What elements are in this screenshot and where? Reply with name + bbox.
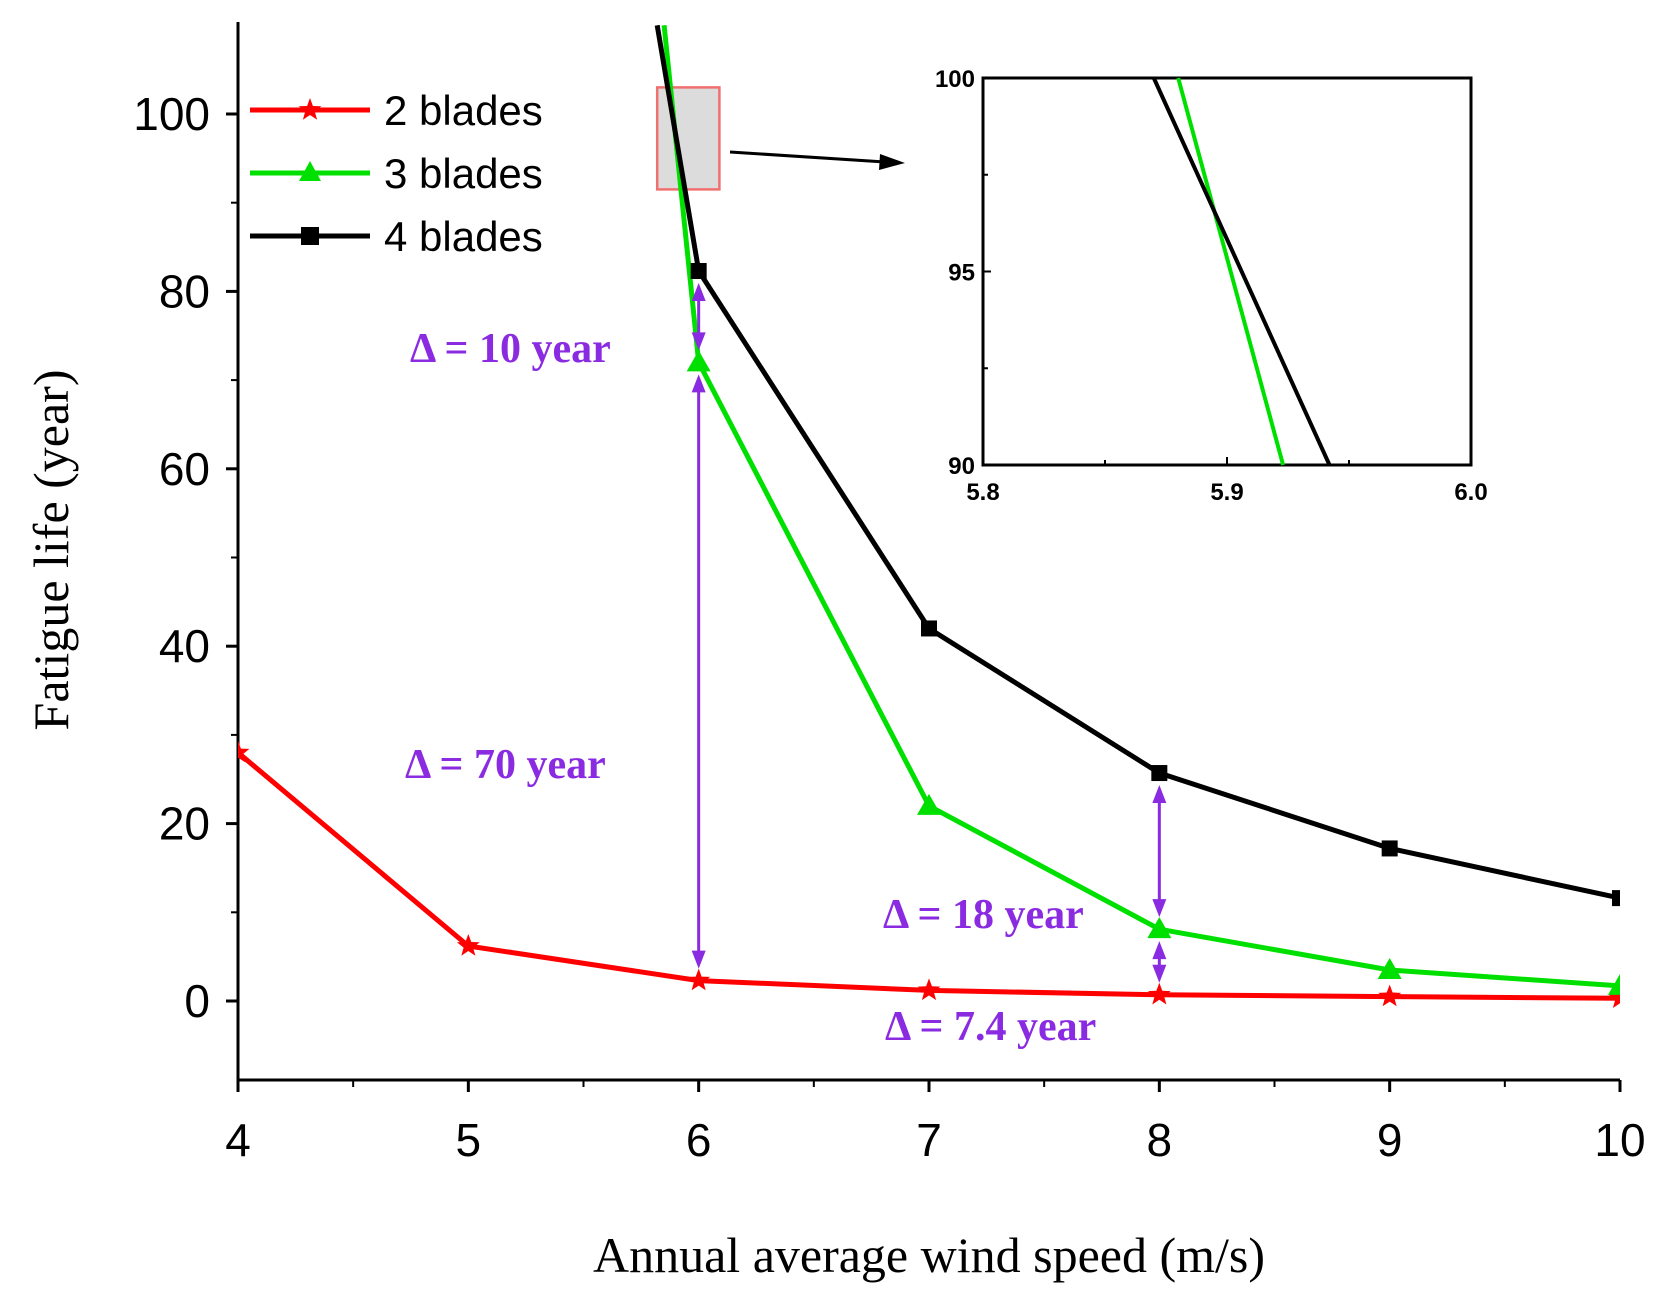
data-point-triangle [1608,973,1620,995]
data-point-square [1381,840,1398,857]
y-axis-title: Fatigue life (year) [23,370,79,731]
annotations-layer: Δ = 10 year Δ = 70 year Δ = 18 year Δ = 7.4… [405,282,1167,1050]
delta-arrow-head-down [691,950,706,969]
inset-x-tick-label: 6.0 [1454,479,1487,506]
data-point-triangle [917,793,941,815]
legend-label-2-blades: 2 blades [384,87,543,134]
legend-label-3-blades: 3 blades [384,150,543,197]
inset-y-tick-label: 100 [935,66,975,93]
x-tick-label: 4 [225,1114,251,1166]
delta-arrow-head-up [1152,785,1167,804]
data-point-triangle [686,350,711,372]
data-point-star [687,968,711,991]
y-tick-label: 80 [159,265,210,317]
data-point-star [238,740,250,763]
y-tick-label: 20 [159,798,210,850]
x-tick-label: 10 [1594,1114,1645,1166]
delta-arrow-head-down [691,332,706,351]
legend-marker-star [298,98,322,120]
legend-marker-square [301,227,319,245]
data-point-star [1608,986,1620,1008]
data-point-triangle [1147,917,1172,939]
delta-label: Δ = 7.4 year [885,1004,1096,1050]
legend-label-4-blades: 4 blades [384,213,543,260]
inset-line-3-blades [1176,77,1286,466]
delta-arrow-head-up [691,282,706,301]
delta-label: Δ = 70 year [405,742,606,788]
data-point-star [1147,982,1171,1005]
x-tick-label: 7 [916,1114,942,1166]
zoom-arrow-head [879,154,905,170]
series-layer [238,24,1620,1008]
data-point-star [456,934,480,956]
inset-y-tick-label: 90 [948,453,975,480]
data-point-square [1612,890,1620,907]
x-axis-ticks: 4 5 6 7 8 9 10 [225,1080,1646,1166]
inset-ticks: 5.8 5.9 6.0 90 95 100 [935,66,1488,506]
inset-line-4-blades [1151,77,1332,466]
y-tick-label: 40 [159,620,210,672]
x-tick-label: 6 [686,1114,712,1166]
legend: 2 blades 3 blades 4 blades [250,87,543,260]
inset-x-tick-label: 5.8 [966,479,999,506]
x-axis-title: Annual average wind speed (m/s) [593,1227,1265,1283]
y-tick-label: 60 [159,443,210,495]
delta-arrow-head-down [1152,964,1167,983]
legend-marker-triangle [299,161,321,181]
inset-series [1151,77,1332,466]
delta-arrow-head-down [1152,899,1167,918]
x-tick-label: 9 [1377,1114,1403,1166]
data-point-square [690,262,707,279]
x-tick-label: 5 [456,1114,482,1166]
zoom-arrow-line [729,150,886,164]
data-point-triangle [1377,957,1402,979]
x-tick-label: 8 [1147,1114,1173,1166]
inset-x-tick-label: 5.9 [1210,479,1243,506]
data-point-star [1378,984,1402,1007]
delta-label: Δ = 18 year [883,892,1084,938]
series-line-2-blades [238,750,1620,1001]
data-point-square [921,620,937,637]
data-point-star [917,978,941,1001]
data-point-square [1151,765,1168,782]
delta-arrow-head-up [1152,941,1167,960]
y-tick-label: 0 [184,975,210,1027]
inset-frame [981,76,1473,467]
y-tick-label: 100 [133,88,210,140]
inset-y-tick-label: 95 [948,260,975,287]
inset-chart: 5.8 5.9 6.0 90 95 100 [935,66,1488,506]
delta-arrow-head-up [691,374,706,393]
series-line-4-blades [654,24,1620,901]
delta-label: Δ = 10 year [410,326,611,372]
zoom-region-box [655,86,721,191]
series-line-3-blades [661,25,1620,989]
y-axis-ticks: 0 20 40 60 80 100 [133,88,238,1027]
